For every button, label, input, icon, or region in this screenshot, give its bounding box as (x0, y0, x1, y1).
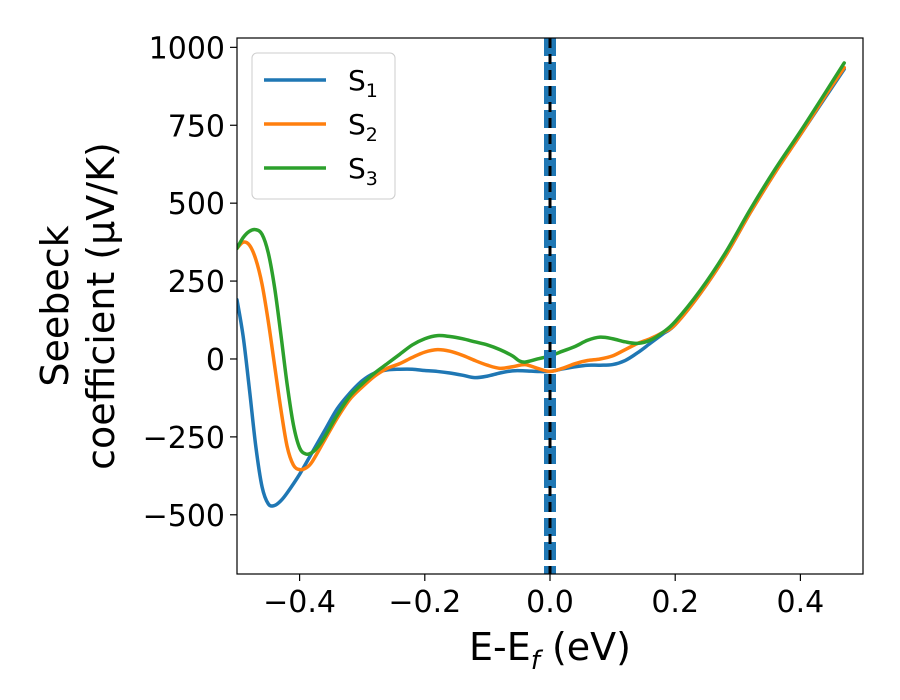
legend-items: S1 S2 S3 (264, 64, 378, 190)
x-tick-label: −0.4 (263, 585, 336, 620)
y-axis-label-line1: Seebeck (33, 225, 77, 386)
x-axis-label-main: E-E (469, 625, 531, 669)
y-tick-label: 500 (168, 187, 225, 222)
legend-label-2: S2 (348, 108, 378, 146)
x-tick-label: 0.4 (777, 585, 825, 620)
y-ticks: −500 −250 0 250 500 750 1000 (143, 31, 237, 534)
y-axis-label-line2: coefficient (μV/K) (79, 142, 123, 470)
legend: S1 S2 S3 (251, 52, 396, 200)
x-tick-label: 0.2 (651, 585, 699, 620)
x-tick-label: 0.0 (526, 585, 574, 620)
x-ticks: −0.4 −0.2 0.0 0.2 0.4 (263, 574, 824, 620)
y-tick-label: 250 (168, 265, 225, 300)
y-tick-label: 1000 (149, 31, 225, 66)
legend-label-1: S1 (348, 64, 378, 102)
legend-label-3: S3 (348, 152, 378, 190)
y-axis-label: Seebeck coefficient (μV/K) (33, 142, 123, 470)
y-tick-label: 750 (168, 109, 225, 144)
y-tick-label: 0 (206, 343, 225, 378)
x-axis-label: E-Ef (eV) (469, 625, 631, 676)
legend-box (251, 52, 396, 200)
x-tick-label: −0.2 (388, 585, 461, 620)
y-tick-label: −250 (143, 421, 225, 456)
series-layer (237, 61, 846, 508)
series-line-3 (237, 61, 846, 457)
y-tick-label: −500 (143, 499, 225, 534)
x-axis-label-unit: (eV) (540, 625, 631, 669)
